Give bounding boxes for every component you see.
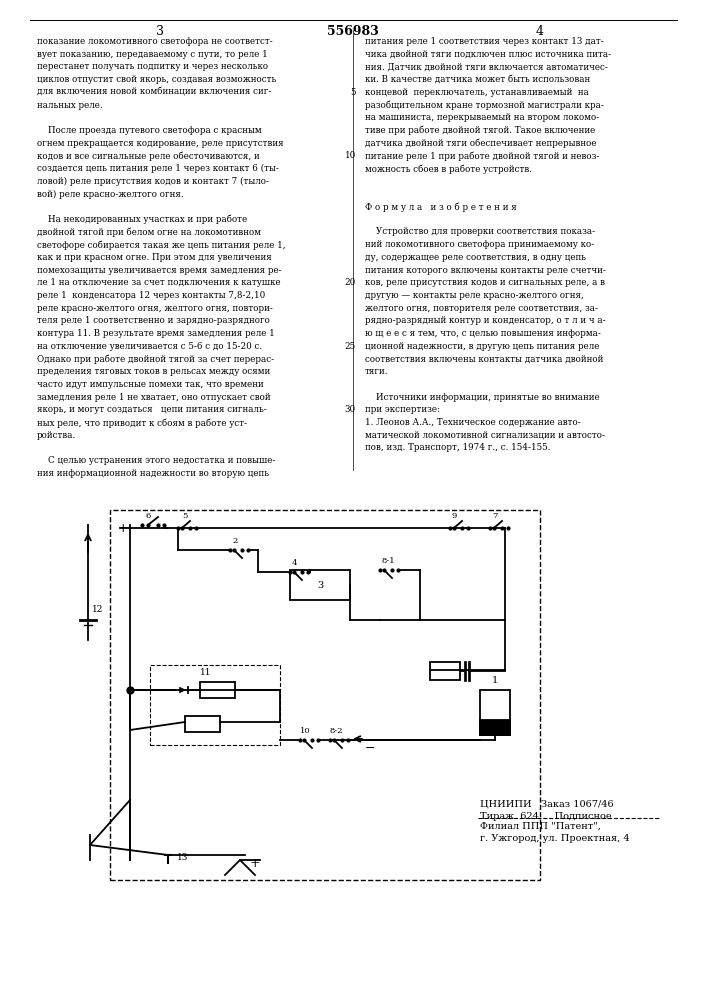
Bar [185,716,220,732]
Text: создается цепь питания реле 1 через контакт 6 (ты-: создается цепь питания реле 1 через конт… [37,164,279,173]
Text: светофоре собирается такая же цепь питания реле 1,: светофоре собирается такая же цепь питан… [37,240,286,250]
Bar [430,662,460,680]
Text: 5: 5 [351,88,356,97]
Bar [200,682,235,698]
Bar [480,690,510,735]
Text: показание локомотивного светофора не соответст-: показание локомотивного светофора не соо… [37,37,273,46]
Text: на машиниста, перекрываемый на втором локомо-: на машиниста, перекрываемый на втором ло… [365,113,600,122]
Text: пов, изд. Транспорт, 1974 г., с. 154-155.: пов, изд. Транспорт, 1974 г., с. 154-155… [365,443,550,452]
Text: ционной надежности, в другую цепь питания реле: ционной надежности, в другую цепь питани… [365,342,600,351]
Text: 25: 25 [345,342,356,351]
Text: 556983: 556983 [327,25,379,38]
Text: Тираж  624     Подписное: Тираж 624 Подписное [480,812,612,821]
Text: 12: 12 [92,605,103,614]
Text: тяги.: тяги. [365,367,389,376]
Text: помехозащиты увеличивается время замедления ре-: помехозащиты увеличивается время замедле… [37,266,281,275]
Text: разобщительном кране тормозной магистрали кра-: разобщительном кране тормозной магистрал… [365,101,604,110]
Text: на отключение увеличивается с 5-6 с до 15-20 с.: на отключение увеличивается с 5-6 с до 1… [37,342,262,351]
Text: 6: 6 [146,512,151,520]
Text: желтого огня, повторителя реле соответствия, за-: желтого огня, повторителя реле соответст… [365,304,598,313]
Text: соответствия включены контакты датчика двойной: соответствия включены контакты датчика д… [365,355,603,363]
Text: 3: 3 [156,25,164,38]
Text: кодов и все сигнальные реле обесточиваются, и: кодов и все сигнальные реле обесточивают… [37,151,259,161]
Text: г. Ужгород, ул. Проектная, 4: г. Ужгород, ул. Проектная, 4 [480,834,630,843]
Text: 13: 13 [177,854,188,862]
Text: пределения тяговых токов в рельсах между осями: пределения тяговых токов в рельсах между… [37,367,270,376]
Text: вой) реле красно-желтого огня.: вой) реле красно-желтого огня. [37,189,184,199]
Text: тиве при работе двойной тягой. Такое включение: тиве при работе двойной тягой. Такое вкл… [365,126,595,135]
Text: Однако при работе двойной тягой за счет перерас-: Однако при работе двойной тягой за счет … [37,355,274,364]
Text: нальных реле.: нальных реле. [37,101,103,109]
Text: После проезда путевого светофора с красным: После проезда путевого светофора с красн… [37,126,262,135]
Text: ловой) реле присутствия кодов и контакт 7 (тыло-: ловой) реле присутствия кодов и контакт … [37,177,269,186]
Text: 10: 10 [300,727,310,735]
Text: другую — контакты реле красно-желтого огня,: другую — контакты реле красно-желтого ог… [365,291,584,300]
Text: −: − [365,742,375,755]
Text: можность сбоев в работе устройств.: можность сбоев в работе устройств. [365,164,532,174]
Text: матической локомотивной сигнализации и автосто-: матической локомотивной сигнализации и а… [365,431,605,440]
Text: 2: 2 [232,537,238,545]
Text: Ф о р м у л а   и з о б р е т е н и я: Ф о р м у л а и з о б р е т е н и я [365,202,517,212]
Text: +: + [250,857,261,870]
Text: На некодированных участках и при работе: На некодированных участках и при работе [37,215,247,224]
Text: ЦНИИПИ   Заказ 1067/46: ЦНИИПИ Заказ 1067/46 [480,800,614,809]
Text: 20: 20 [345,278,356,287]
Text: ду, содержащее реле соответствия, в одну цепь: ду, содержащее реле соответствия, в одну… [365,253,586,262]
Text: 8-1: 8-1 [382,557,396,565]
Text: циклов отпустит свой якорь, создавая возможность: циклов отпустит свой якорь, создавая воз… [37,75,276,84]
Text: замедления реле 1 не хватает, оно отпускает свой: замедления реле 1 не хватает, оно отпуск… [37,393,271,402]
Text: реле красно-желтого огня, желтого огня, повтори-: реле красно-желтого огня, желтого огня, … [37,304,273,313]
Text: рядно-разрядный контур и конденсатор, о т л и ч а-: рядно-разрядный контур и конденсатор, о … [365,316,606,325]
Text: ния. Датчик двойной тяги включается автоматичес-: ния. Датчик двойной тяги включается авто… [365,62,608,71]
Text: часто идут импульсные помехи так, что времени: часто идут импульсные помехи так, что вр… [37,380,264,389]
Text: 30: 30 [345,405,356,414]
Bar [480,720,510,735]
Text: ле 1 на отключение за счет подключения к катушке: ле 1 на отключение за счет подключения к… [37,278,281,287]
Text: ки. В качестве датчика может быть использован: ки. В качестве датчика может быть исполь… [365,75,590,84]
Text: датчика двойной тяги обеспечивает непрерывное: датчика двойной тяги обеспечивает непрер… [365,139,597,148]
Text: С целью устранения этого недостатка и повыше-: С целью устранения этого недостатка и по… [37,456,275,465]
Text: теля реле 1 соответственно и зарядно-разрядного: теля реле 1 соответственно и зарядно-раз… [37,316,270,325]
Text: 9: 9 [452,512,457,520]
Text: Филиал ППП "Патент",: Филиал ППП "Патент", [480,822,601,831]
Text: ю щ е е с я тем, что, с целью повышения информа-: ю щ е е с я тем, что, с целью повышения … [365,329,601,338]
Text: 1. Леонов А.А., Техническое содержание авто-: 1. Леонов А.А., Техническое содержание а… [365,418,580,427]
Text: ния информационной надежности во вторую цепь: ния информационной надежности во вторую … [37,469,269,478]
Bar [150,665,280,745]
Text: 1: 1 [492,676,498,685]
Text: питание реле 1 при работе двойной тягой и невоз-: питание реле 1 при работе двойной тягой … [365,151,600,161]
Text: 10: 10 [345,151,356,160]
Text: 8-2: 8-2 [330,727,344,735]
Text: как и при красном огне. При этом для увеличения: как и при красном огне. При этом для уве… [37,253,271,262]
Text: питания которого включены контакты реле счетчи-: питания которого включены контакты реле … [365,266,606,275]
Text: Устройство для проверки соответствия показа-: Устройство для проверки соответствия пок… [365,228,595,236]
Text: 5: 5 [182,512,187,520]
Text: якорь, и могут создаться   цепи питания сигналь-: якорь, и могут создаться цепи питания си… [37,405,267,414]
Text: для включения новой комбинации включения сиг-: для включения новой комбинации включения… [37,88,271,97]
Text: реле 1  конденсатора 12 через контакты 7,8-2,10: реле 1 конденсатора 12 через контакты 7,… [37,291,265,300]
Bar [290,570,350,600]
Text: при экспертизе:: при экспертизе: [365,405,440,414]
Text: 4: 4 [292,559,298,567]
Text: 3: 3 [317,580,323,589]
Text: чика двойной тяги подключен плюс источника пита-: чика двойной тяги подключен плюс источни… [365,50,611,59]
Text: двойной тягой при белом огне на локомотивном: двойной тягой при белом огне на локомоти… [37,228,261,237]
Text: 11: 11 [200,668,211,677]
Text: ков, реле присутствия кодов и сигнальных реле, а в: ков, реле присутствия кодов и сигнальных… [365,278,605,287]
Text: ний локомотивного светофора принимаемому ко-: ний локомотивного светофора принимаемому… [365,240,595,249]
Text: ройства.: ройства. [37,431,76,440]
Bar [110,510,540,880]
Text: перестанет получать подпитку и через несколько: перестанет получать подпитку и через нес… [37,62,268,71]
Text: питания реле 1 соответствия через контакт 13 дат-: питания реле 1 соответствия через контак… [365,37,604,46]
Text: 7: 7 [492,512,498,520]
Text: контура 11. В результате время замедления реле 1: контура 11. В результате время замедлени… [37,329,275,338]
Text: вует показанию, передаваемому с пути, то реле 1: вует показанию, передаваемому с пути, то… [37,50,268,59]
Text: +: + [118,522,129,535]
Text: огнем прекращается кодирование, реле присутствия: огнем прекращается кодирование, реле при… [37,139,284,148]
Text: Источники информации, принятые во внимание: Источники информации, принятые во вниман… [365,393,600,402]
Text: концевой  переключатель, устанавливаемый  на: концевой переключатель, устанавливаемый … [365,88,589,97]
Text: ных реле, что приводит к сбоям в работе уст-: ных реле, что приводит к сбоям в работе … [37,418,247,428]
Text: 4: 4 [536,25,544,38]
